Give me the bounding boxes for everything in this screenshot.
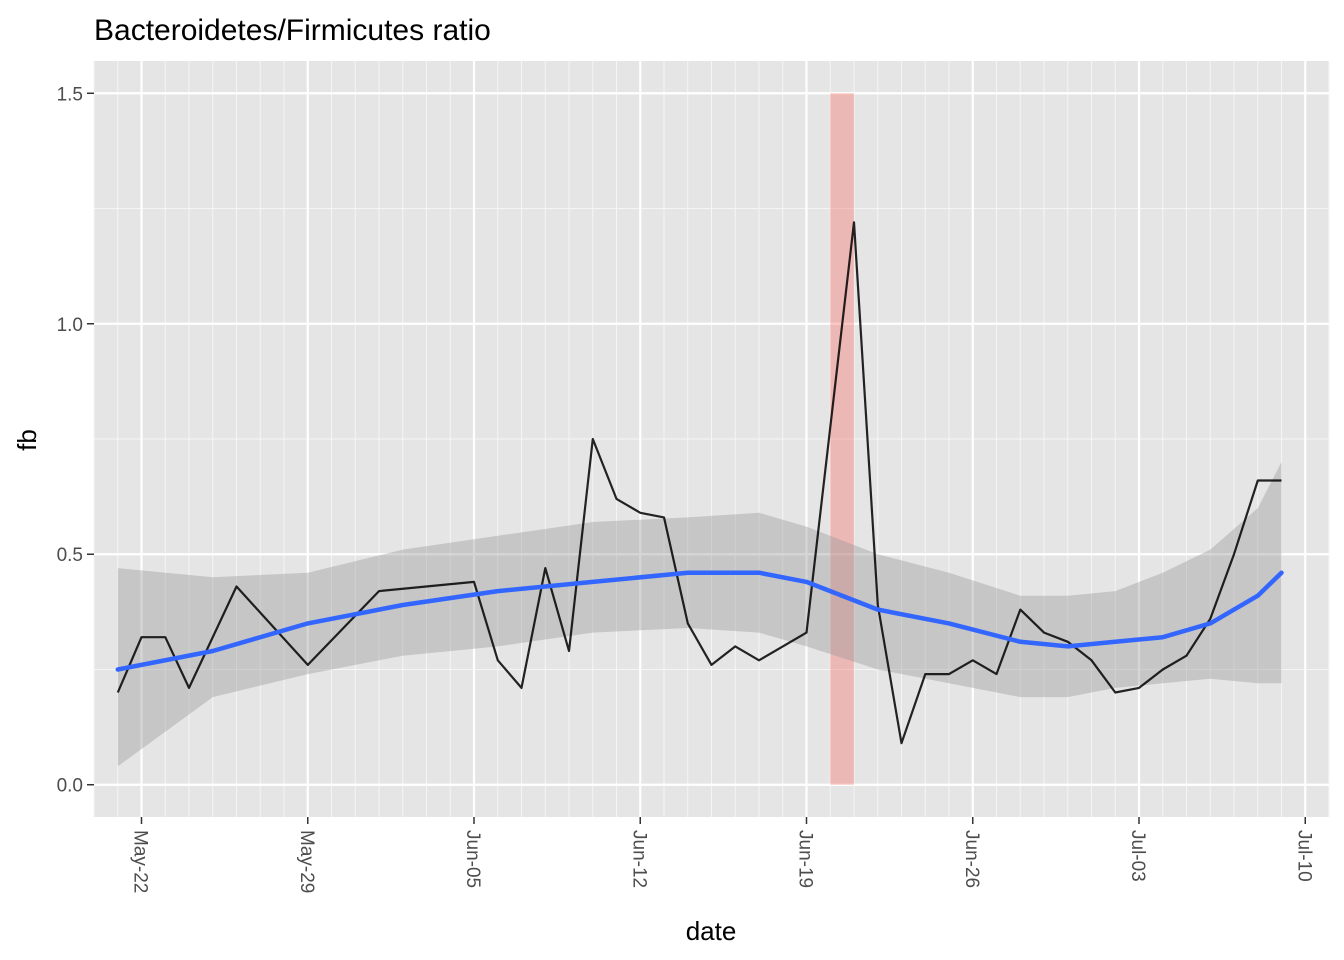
y-tick-label: 1.0 xyxy=(57,315,83,336)
x-axis-title: date xyxy=(686,916,737,946)
series-layer xyxy=(115,221,1284,745)
chart-title: Bacteroidetes/Firmicutes ratio xyxy=(94,14,491,47)
confidence-ribbon xyxy=(117,462,1282,767)
x-axis: May-22 May-29 Jun-05 Jun-12 Jun-19 Jun-26 Jul-… xyxy=(130,817,1314,893)
highlight-band-layer xyxy=(830,93,854,785)
y-axis-title: fb xyxy=(12,429,42,451)
y-tick-label: 1.5 xyxy=(57,84,83,105)
fb-ratio-line xyxy=(116,221,1282,745)
y-axis: 0.0 0.5 1.0 1.5 xyxy=(57,84,94,797)
x-tick-label: Jun-19 xyxy=(795,830,816,888)
y-tick-label: 0.5 xyxy=(57,545,83,566)
x-tick-label: Jul-10 xyxy=(1293,830,1314,882)
x-tick-label: May-29 xyxy=(296,830,317,893)
x-tick-label: Jun-12 xyxy=(628,830,649,888)
x-tick-label: Jul-03 xyxy=(1127,830,1148,882)
y-tick-label: 0.0 xyxy=(57,776,83,797)
x-tick-label: May-22 xyxy=(130,830,151,893)
grid-major xyxy=(94,61,1329,817)
confidence-ribbon-layer xyxy=(117,462,1282,767)
smooth-trend-line xyxy=(115,570,1284,672)
x-tick-label: Jun-05 xyxy=(462,830,483,888)
highlight-band xyxy=(830,93,854,785)
x-tick-label: Jun-26 xyxy=(961,830,982,888)
